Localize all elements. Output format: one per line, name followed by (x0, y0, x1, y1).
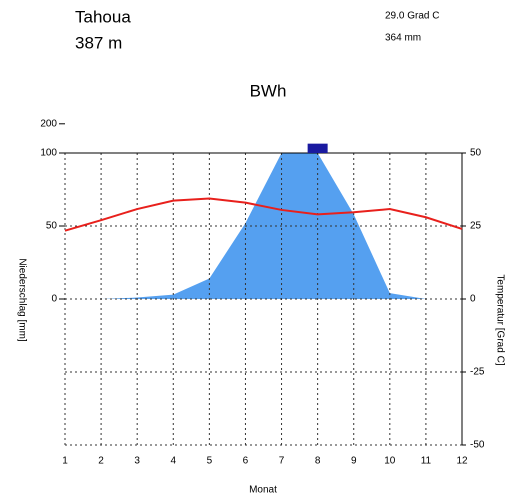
x-tick-label: 12 (456, 456, 468, 467)
x-axis-label: Monat (249, 485, 277, 496)
y-tick-label: 200 (40, 118, 57, 129)
y2-tick-label: -50 (470, 440, 485, 451)
x-tick-label: 7 (279, 456, 285, 467)
y-tick-label: 0 (51, 294, 57, 305)
x-tick-label: 8 (315, 456, 321, 467)
temperature-line (64, 197, 463, 232)
precipitation-area (65, 153, 462, 299)
x-tick-label: 6 (243, 456, 249, 467)
station: Tahoua (75, 7, 131, 26)
y-tick-label: 50 (46, 221, 58, 232)
y-axis-label: Niederschlag [mm] (16, 258, 27, 342)
y2-tick-label: -25 (470, 367, 485, 378)
chart-title: BWh (250, 81, 287, 100)
y2-tick-label: 25 (470, 221, 482, 232)
annual-precipitation: 364 mm (385, 33, 421, 44)
precipitation-excess (307, 143, 328, 153)
elevation: 387 m (75, 33, 122, 52)
x-tick-label: 5 (207, 456, 213, 467)
mean-temperature: 29.0 Grad C (385, 11, 439, 22)
y2-tick-label: 50 (470, 148, 482, 159)
x-tick-label: 2 (98, 456, 104, 467)
x-tick-label: 11 (421, 456, 432, 467)
x-tick-label: 10 (384, 456, 396, 467)
x-tick-label: 9 (351, 456, 357, 467)
x-tick-label: 4 (170, 456, 176, 467)
x-tick-label: 1 (62, 456, 68, 467)
y2-axis-label: Temperatur [Grad C] (494, 274, 505, 365)
y-tick-label: 100 (40, 148, 57, 159)
x-tick-label: 3 (134, 456, 140, 467)
y2-tick-label: 0 (470, 294, 476, 305)
